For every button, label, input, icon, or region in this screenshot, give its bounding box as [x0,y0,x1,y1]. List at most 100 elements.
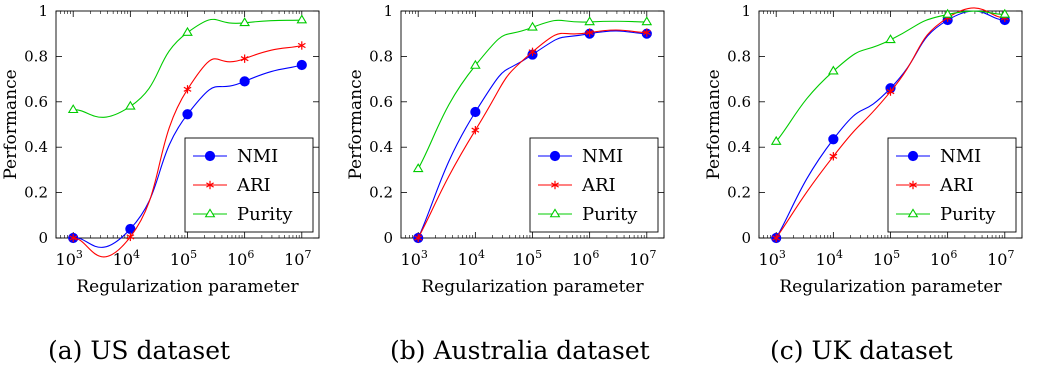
x-tick-label: 103 [759,248,786,269]
legend-label-nmi: NMI [940,146,981,167]
y-tick-label: 0.8 [24,47,48,65]
legend: NMI ARI Purity [529,137,659,233]
data-point-ari [585,28,594,37]
y-tick-label: 0.4 [24,138,48,156]
legend-marker-ari [206,180,214,190]
data-point-nmi [296,59,307,71]
data-point-ari [183,85,192,94]
x-axis-label: Regularization parameter [421,277,644,297]
x-axis-label: Regularization parameter [76,277,299,297]
x-tick-label: 105 [515,248,542,269]
caption-c: (c) UK dataset [770,336,953,365]
legend-marker-purity [204,208,216,218]
y-axis-label: Performance [1,69,21,179]
y-tick-label: 0.6 [369,93,393,111]
data-point-ari [297,41,306,50]
x-tick-label: 107 [987,248,1014,269]
data-point-ari [829,152,838,161]
data-point-purity [999,8,1011,18]
legend-label-purity: Purity [940,204,996,225]
data-point-purity [125,100,136,110]
y-tick-label: 0.4 [369,138,393,156]
y-tick-label: 1 [741,2,751,20]
caption-a: (a) US dataset [48,336,231,365]
x-tick-label: 107 [284,248,311,269]
legend-marker-ari [909,180,917,190]
chart-panel-b: 103 104 105 106 107 0 0.2 0.4 0.6 0.8 1 Regularizat… [346,2,665,297]
y-tick-label: 0.2 [369,184,393,202]
x-tick-label: 104 [458,248,485,269]
legend: NMI ARI Purity [887,137,1017,233]
data-point-purity [67,104,79,114]
x-tick-label: 106 [930,248,957,269]
y-tick-label: 0.2 [24,184,48,202]
x-tick-label: 103 [401,248,428,269]
y-axis-label: Performance [346,69,366,179]
series-line-ari [775,7,1005,239]
data-point-purity [296,14,308,24]
y-tick-label: 0 [741,229,751,247]
legend-marker-purity [549,208,561,218]
legend-label-ari: ARI [581,175,616,196]
legend-marker-ari [551,180,559,190]
data-point-purity [527,21,538,31]
legend-marker-nmi [907,150,919,162]
legend-marker-nmi [549,150,561,162]
x-tick-label: 105 [873,248,900,269]
data-point-purity [828,65,839,75]
y-tick-label: 0.4 [727,138,751,156]
x-tick-label: 106 [227,248,254,269]
data-point-ari [642,28,651,37]
legend-marker-nmi [204,150,216,162]
legend-label-nmi: NMI [582,146,623,167]
data-point-purity [470,59,481,69]
legend-label-purity: Purity [237,204,293,225]
chart-panel-c: 103 104 105 106 107 0 0.2 0.4 0.6 0.8 1 Regularizat… [704,2,1023,297]
data-point-ari [528,47,537,57]
data-point-ari [414,233,423,243]
data-point-purity [885,34,896,44]
data-point-purity [182,26,193,36]
legend-marker-purity [907,208,919,218]
y-tick-label: 0 [38,229,48,247]
legend: NMI ARI Purity [184,137,314,233]
y-axis-label: Performance [704,69,724,179]
chart-panel-a: 103 104 105 106 10700.20.40.60.81Regularizat… [1,2,320,297]
data-point-purity [770,135,782,145]
x-tick-label: 104 [816,248,843,269]
legend-label-ari: ARI [236,175,271,196]
data-point-purity [942,8,953,18]
series-line-purity [775,10,1005,142]
legend-label-purity: Purity [582,204,638,225]
series-line-nmi [775,10,1005,239]
data-point-ari [240,54,249,63]
data-point-ari [886,87,895,96]
x-axis-label: Regularization parameter [779,277,1002,297]
data-point-nmi [239,76,250,87]
y-tick-label: 0.8 [727,47,751,65]
y-tick-label: 1 [383,2,393,20]
data-point-ari [69,233,78,243]
y-tick-label: 0.6 [24,93,48,111]
data-point-nmi [182,109,193,120]
x-tick-label: 103 [56,248,83,269]
data-point-purity [239,17,250,27]
x-tick-label: 105 [170,248,197,269]
data-point-ari [471,125,480,135]
y-tick-label: 1 [38,2,48,20]
data-point-purity [412,163,424,173]
series-line-purity [417,19,647,170]
caption-b: (b) Australia dataset [390,336,650,365]
data-point-ari [772,233,781,243]
y-tick-label: 0.6 [727,93,751,111]
data-point-nmi [470,106,481,118]
data-point-purity [584,16,595,26]
y-tick-label: 0 [383,229,393,247]
data-point-nmi [828,134,839,145]
data-point-ari [126,232,135,242]
legend-label-ari: ARI [939,175,974,196]
series-line-nmi [417,30,647,239]
data-point-purity [641,16,653,26]
x-tick-label: 106 [572,248,599,269]
series-line-ari [417,29,647,239]
